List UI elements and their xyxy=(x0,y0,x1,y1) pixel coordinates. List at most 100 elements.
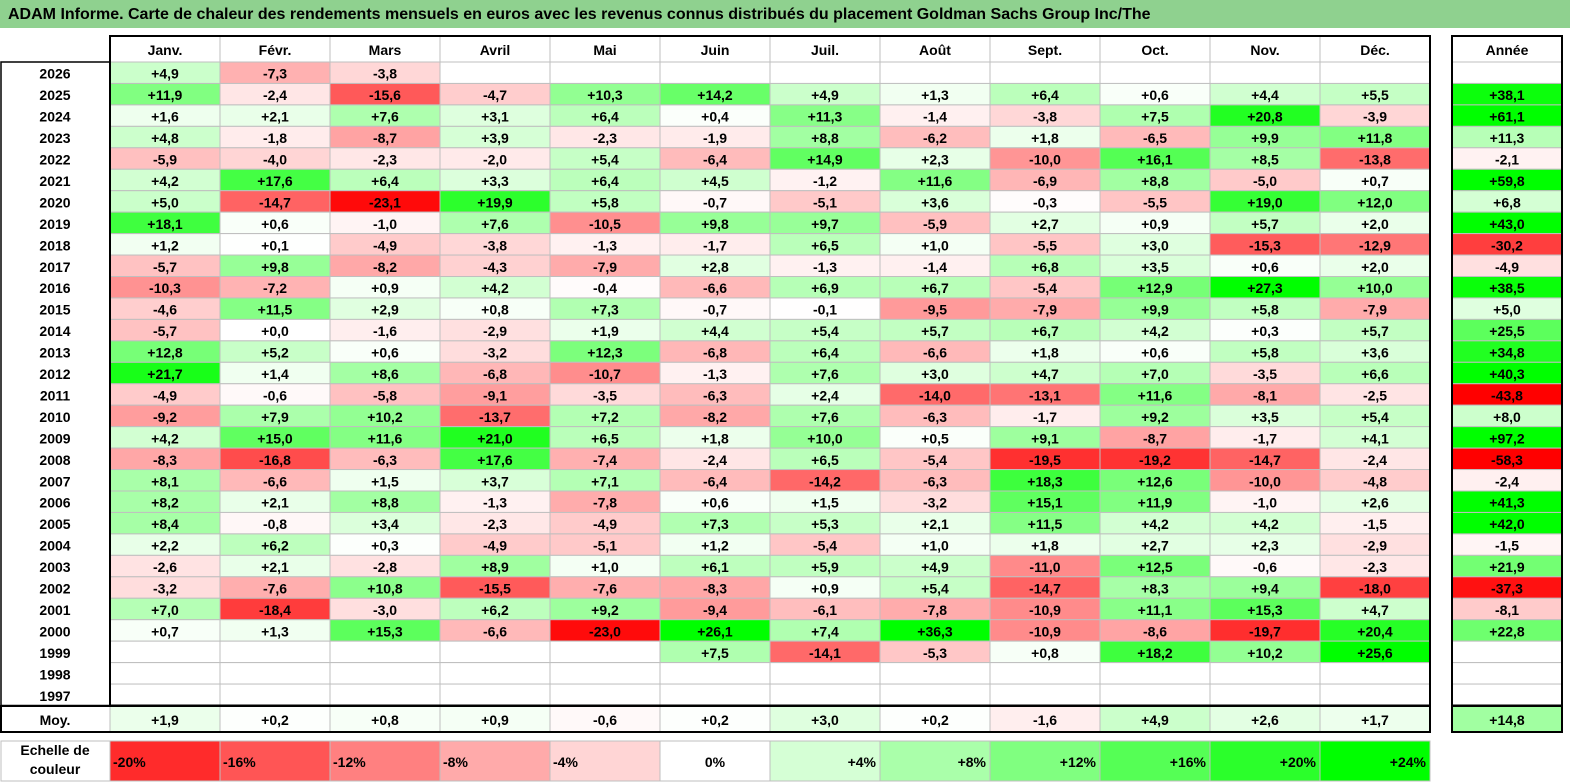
cell-value: -5,7 xyxy=(153,259,177,275)
heatmap-cell xyxy=(659,662,771,685)
heatmap-cell xyxy=(1209,683,1321,706)
cell-value: +9,9 xyxy=(1141,302,1169,318)
color-scale-label: Echelle de couleur xyxy=(20,742,90,777)
cell-value: -8,2 xyxy=(373,259,397,275)
year-total-value: +22,8 xyxy=(1489,623,1525,639)
average-value: +0,9 xyxy=(481,712,509,728)
cell-value: -23,1 xyxy=(369,194,401,210)
cell-value: -3,0 xyxy=(373,602,397,618)
cell-value: +0,9 xyxy=(371,280,399,296)
cell-value: +11,5 xyxy=(258,302,293,318)
cell-value: +7,4 xyxy=(811,623,839,639)
month-header: Nov. xyxy=(1250,42,1279,58)
row-year-label: 2025 xyxy=(39,87,70,103)
cell-value: +11,5 xyxy=(1028,516,1063,532)
year-total-cell xyxy=(1451,640,1563,664)
cell-value: +21,7 xyxy=(147,366,183,382)
cell-value: -6,1 xyxy=(813,602,837,618)
cell-value: -4,8 xyxy=(1363,473,1387,489)
cell-value: +20,8 xyxy=(1247,109,1283,125)
cell-value: +7,6 xyxy=(371,109,399,125)
cell-value: -3,9 xyxy=(1363,109,1387,125)
cell-value: +11,9 xyxy=(1138,495,1173,511)
heatmap-cell xyxy=(549,683,661,706)
year-total-value: -58,3 xyxy=(1491,452,1523,468)
month-header: Mars xyxy=(369,42,402,58)
average-value: +1,7 xyxy=(1361,712,1389,728)
average-value: +0,2 xyxy=(701,712,729,728)
average-value: -1,6 xyxy=(1033,712,1057,728)
cell-value: -1,3 xyxy=(703,366,727,382)
cell-value: -1,0 xyxy=(373,216,397,232)
cell-value: -18,4 xyxy=(259,602,291,618)
heatmap-cell xyxy=(549,662,661,685)
row-year-label: 2016 xyxy=(39,280,70,296)
row-year-label: 2012 xyxy=(39,366,70,382)
color-scale-value: -16% xyxy=(223,754,256,770)
cell-value: -7,8 xyxy=(923,602,947,618)
cell-value: +5,2 xyxy=(261,345,289,361)
cell-value: -1,2 xyxy=(813,173,837,189)
row-year-label: 2001 xyxy=(39,602,70,618)
cell-value: +7,3 xyxy=(701,516,729,532)
cell-value: -8,2 xyxy=(703,409,727,425)
cell-value: -3,5 xyxy=(1253,366,1277,382)
cell-value: +3,5 xyxy=(1141,259,1169,275)
cell-value: +0,0 xyxy=(261,323,289,339)
cell-value: +5,4 xyxy=(591,152,619,168)
year-total-value: +11,3 xyxy=(1490,130,1525,146)
cell-value: +11,3 xyxy=(808,109,843,125)
cell-value: +3,9 xyxy=(481,130,509,146)
cell-value: -6,4 xyxy=(703,473,727,489)
cell-value: +2,0 xyxy=(1361,216,1389,232)
cell-value: -8,3 xyxy=(153,452,177,468)
color-scale-swatch xyxy=(879,740,991,782)
cell-value: -10,5 xyxy=(589,216,621,232)
heatmap-cell xyxy=(1319,683,1431,706)
cell-value: +0,5 xyxy=(921,430,949,446)
year-total-cell xyxy=(1451,683,1563,706)
cell-value: -6,3 xyxy=(923,473,947,489)
cell-value: +4,9 xyxy=(151,66,179,82)
cell-value: -6,4 xyxy=(703,152,727,168)
cell-value: +27,3 xyxy=(1247,280,1283,296)
cell-value: +4,9 xyxy=(921,559,949,575)
cell-value: +15,3 xyxy=(1247,602,1283,618)
average-cell xyxy=(109,705,221,733)
cell-value: -2,0 xyxy=(483,152,507,168)
cell-value: -12,9 xyxy=(1359,237,1391,253)
cell-value: +0,3 xyxy=(371,538,399,554)
cell-value: +10,2 xyxy=(367,409,403,425)
row-year-label: 2011 xyxy=(40,387,71,403)
heatmap-cell xyxy=(769,662,881,685)
cell-value: -6,9 xyxy=(1033,173,1057,189)
color-scale-value: +20% xyxy=(1280,754,1317,770)
row-year-label: 2022 xyxy=(39,152,70,168)
cell-value: +11,6 xyxy=(1138,387,1173,403)
cell-value: -3,2 xyxy=(923,495,947,511)
cell-value: -14,7 xyxy=(1249,452,1281,468)
cell-value: +4,1 xyxy=(1361,430,1389,446)
cell-value: -5,1 xyxy=(813,194,837,210)
row-year-label: 2013 xyxy=(39,345,70,361)
cell-value: -0,4 xyxy=(593,280,617,296)
year-total-value: -2,1 xyxy=(1495,152,1519,168)
cell-value: -3,8 xyxy=(373,66,397,82)
cell-value: +25,6 xyxy=(1357,645,1393,661)
cell-value: -0,7 xyxy=(703,194,727,210)
cell-value: -9,4 xyxy=(703,602,727,618)
cell-value: +17,6 xyxy=(477,452,513,468)
color-scale-value: -12% xyxy=(333,754,366,770)
cell-value: -16,8 xyxy=(259,452,291,468)
cell-value: +1,2 xyxy=(701,538,729,554)
color-scale-value: +12% xyxy=(1060,754,1097,770)
cell-value: -10,3 xyxy=(149,280,181,296)
cell-value: -2,6 xyxy=(153,559,177,575)
cell-value: +2,8 xyxy=(701,259,729,275)
cell-value: +1,4 xyxy=(261,366,289,382)
cell-value: +4,9 xyxy=(811,87,839,103)
cell-value: +9,7 xyxy=(811,216,839,232)
cell-value: -5,5 xyxy=(1033,237,1057,253)
row-year-label: 2004 xyxy=(39,538,70,554)
heatmap-cell xyxy=(439,683,551,706)
